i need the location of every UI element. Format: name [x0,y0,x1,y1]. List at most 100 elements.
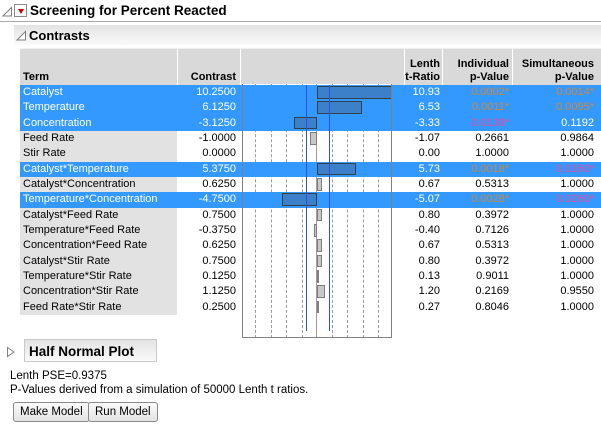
column-separator [240,49,241,85]
t-ratio-cell: 0.13 [418,269,440,282]
column-separator [442,49,443,85]
individual-p-cell: 0.0011* [471,101,509,114]
individual-p-cell: 0.5313 [475,177,509,190]
table-row[interactable]: Feed Rate -1.0000 -1.07 0.2661 0.9864 [20,130,601,147]
column-separator [512,49,513,85]
term-cell: Feed Rate [20,130,177,147]
contrast-cell: 0.0000 [202,147,236,160]
half-normal-plot-title: Half Normal Plot [29,344,135,359]
table-row[interactable]: Catalyst*Temperature 5.3750 5.73 0.0018*… [20,161,601,177]
table-row[interactable]: Concentration*Stir Rate 1.1250 1.20 0.21… [20,284,601,300]
contrast-cell: 0.7500 [202,208,236,221]
contrast-bar [317,208,323,222]
contrast-bar [317,254,323,268]
make-model-button[interactable]: Make Model [13,402,90,422]
t-ratio-cell: -5.07 [414,193,440,206]
title-underline [0,21,601,22]
table-row[interactable]: Temperature*Stir Rate 0.1250 0.13 0.9011… [20,268,601,285]
individual-p-cell: 0.2661 [475,131,509,144]
individual-p-cell: 0.7126 [475,223,509,236]
simultaneous-p-cell: 1.0000 [560,300,594,313]
gridline [301,84,303,338]
table-row[interactable]: Feed Rate*Stir Rate 0.2500 0.27 0.8046 1… [20,299,601,315]
simultaneous-p-cell: 0.0260* [556,193,594,206]
simultaneous-p-cell: 1.0000 [560,223,594,236]
table-row[interactable]: Catalyst*Stir Rate 0.7500 0.80 0.3972 1.… [20,253,601,269]
simultaneous-p-cell: 0.0014* [556,86,594,98]
contrast-bar [317,239,322,253]
t-ratio-cell: 0.67 [418,177,440,190]
table-header: Term Contrast Lenth t-Ratio Individual p-V… [20,48,601,85]
term-cell: Catalyst*Concentration [20,176,177,193]
lenth-pse-text: Lenth PSE=0.9375 [10,370,107,382]
contrast-bar [317,101,362,115]
individual-p-cell: 0.2169 [475,285,509,298]
simultaneous-p-cell: 1.0000 [560,208,594,221]
gridline [347,84,348,338]
contrast-bar [317,162,357,176]
individual-p-cell: 0.8046 [475,300,509,313]
table-row[interactable]: Concentration*Feed Rate 0.6250 0.67 0.53… [20,238,601,254]
red-triangle-menu-button[interactable] [14,4,27,17]
contrast-cell: 5.3750 [202,162,236,175]
contrast-bar [314,223,317,237]
contrast-cell: -3.1250 [198,116,236,129]
column-separator [404,49,405,85]
contrast-bar [282,193,317,207]
simultaneous-p-cell: 1.0000 [560,147,594,160]
contrast-cell: 1.1250 [202,285,236,298]
simultaneous-p-cell: 1.0000 [560,269,594,282]
table-row[interactable]: Catalyst*Feed Rate 0.7500 0.80 0.3972 1.… [20,207,601,223]
run-model-button[interactable]: Run Model [88,402,158,422]
term-cell: Concentration*Stir Rate [20,284,177,300]
contrast-cell: -4.7500 [198,193,236,206]
table-row[interactable]: Stir Rate 0.0000 0.00 1.0000 1.0000 [20,146,601,162]
t-ratio-cell: 6.53 [418,101,440,114]
column-header-lenth-t-ratio: Lenth t-Ratio [405,58,440,83]
disclosure-collapsed-icon[interactable] [6,346,16,358]
contrast-cell: 0.7500 [202,254,236,267]
term-cell: Catalyst*Temperature [23,162,129,175]
contrast-cell: 0.6250 [202,239,236,252]
table-row[interactable]: Catalyst*Concentration 0.6250 0.67 0.531… [20,176,601,193]
contrast-bar [317,300,319,314]
contrasts-section-bar[interactable] [14,25,601,45]
contrasts-section-title: Contrasts [29,28,90,43]
reference-line [305,85,307,331]
half-normal-plot-section-bar[interactable] [24,339,157,362]
simultaneous-p-cell: 1.0000 [560,239,594,252]
term-cell: Concentration*Feed Rate [20,238,177,254]
individual-p-cell: 0.0138* [471,116,509,129]
disclosure-expanded-icon[interactable] [2,6,13,18]
plot-bottom-border [242,337,392,338]
individual-p-cell: 0.3972 [475,254,509,267]
term-cell: Catalyst [23,86,63,98]
contrast-bar [317,269,319,283]
individual-p-cell: 0.0002* [471,86,509,98]
gridline [362,84,364,338]
simultaneous-p-cell: 1.0000 [560,177,594,190]
table-row[interactable]: Catalyst 10.2500 10.93 0.0002* 0.0014* [20,85,601,101]
gridline [378,84,379,338]
column-header-term: Term [23,70,50,83]
contrast-cell: -1.0000 [198,131,236,144]
simultaneous-p-cell: 0.9550 [560,285,594,298]
table-row[interactable]: Temperature 6.1250 6.53 0.0011* 0.0095* [20,100,601,116]
column-header-individual-p: Individual p-Value [457,58,509,83]
t-ratio-cell: 1.20 [418,285,440,298]
term-cell: Catalyst*Feed Rate [20,207,177,223]
t-ratio-cell: 0.67 [418,239,440,252]
column-separator [177,49,178,85]
contrast-cell: 0.6250 [202,177,236,190]
term-cell: Stir Rate [20,146,177,162]
contrast-cell: 0.1250 [202,269,236,282]
contrast-bar [309,131,317,145]
t-ratio-cell: 0.27 [418,300,440,313]
disclosure-expanded-icon[interactable] [16,30,27,42]
zero-axis-line [316,84,317,338]
contrast-bar [317,285,326,299]
column-header-contrast: Contrast [190,70,236,83]
table-row[interactable]: Temperature*Feed Rate -0.3750 -0.40 0.71… [20,222,601,239]
contrast-cell: 10.2500 [196,86,236,98]
